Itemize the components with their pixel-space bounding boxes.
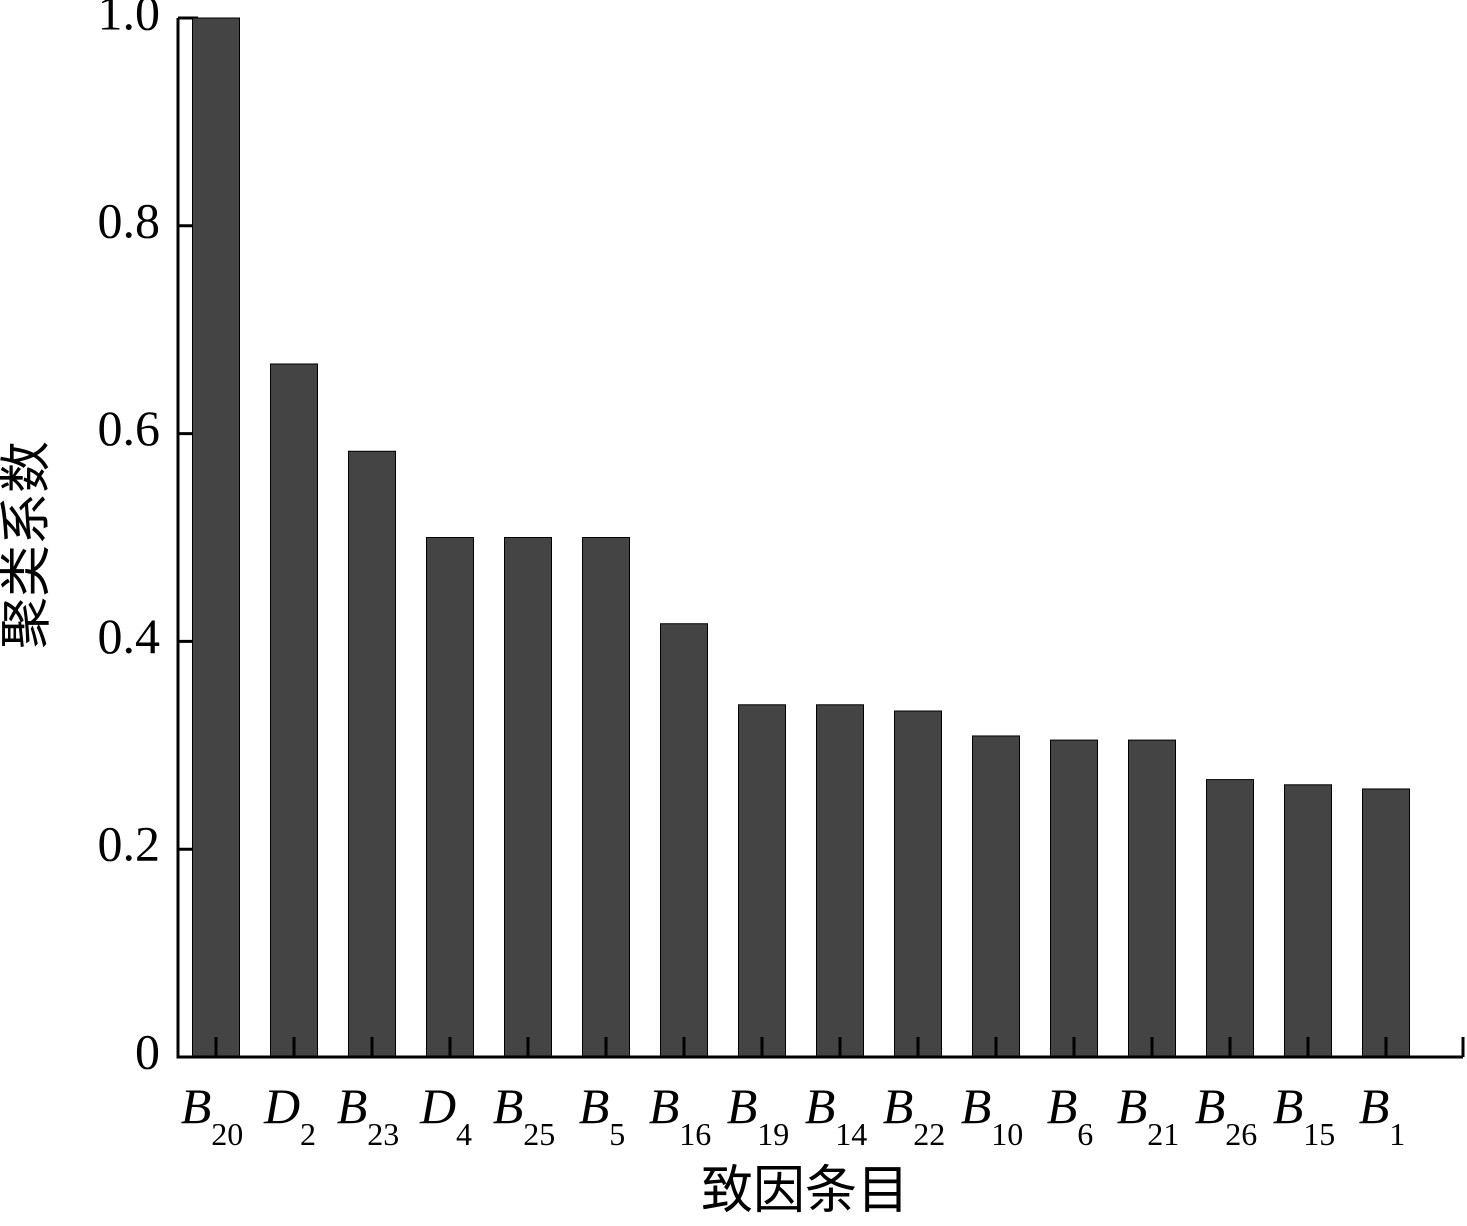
y-axis-label: 聚类系数 [0, 441, 56, 649]
bar [1362, 788, 1410, 1058]
x-tick-label: B26 [1195, 1078, 1258, 1152]
bar [1284, 784, 1332, 1058]
y-tick-label: 0 [135, 1023, 160, 1079]
bar [738, 704, 786, 1058]
y-tick-label: 0.8 [98, 192, 161, 248]
bar [582, 537, 630, 1058]
x-tick-label: B16 [649, 1078, 712, 1152]
bar [426, 537, 474, 1058]
bar [1050, 739, 1098, 1058]
x-tick-label: B19 [727, 1078, 790, 1152]
bar [192, 17, 240, 1058]
x-tick-label: B6 [1047, 1078, 1094, 1152]
bar [1128, 739, 1176, 1058]
x-tick-label: D4 [419, 1078, 472, 1152]
y-tick-label: 0.2 [98, 816, 161, 872]
y-tick-label: 1.0 [98, 0, 161, 40]
x-tick-label: B14 [805, 1078, 868, 1152]
bar [660, 623, 708, 1058]
y-tick-label: 0.6 [98, 400, 161, 456]
y-tick-label: 0.4 [98, 608, 161, 664]
x-tick-label: D2 [263, 1078, 316, 1152]
bar [348, 450, 396, 1058]
x-tick-label: B5 [579, 1078, 626, 1152]
bar [972, 735, 1020, 1058]
x-axis-label: 致因条目 [701, 1163, 909, 1220]
bar [816, 704, 864, 1058]
bar [1206, 779, 1254, 1058]
x-tick-label: B25 [493, 1078, 556, 1152]
bar [504, 537, 552, 1058]
bar [270, 363, 318, 1058]
x-tick-label: B21 [1117, 1078, 1180, 1152]
x-tick-label: B15 [1273, 1078, 1336, 1152]
x-tick-label: B10 [961, 1078, 1024, 1152]
x-tick-label: B1 [1359, 1078, 1406, 1152]
x-tick-label: B23 [337, 1078, 400, 1152]
x-tick-label: B22 [883, 1078, 946, 1152]
bar [894, 710, 942, 1058]
x-tick-label: B20 [181, 1078, 244, 1152]
